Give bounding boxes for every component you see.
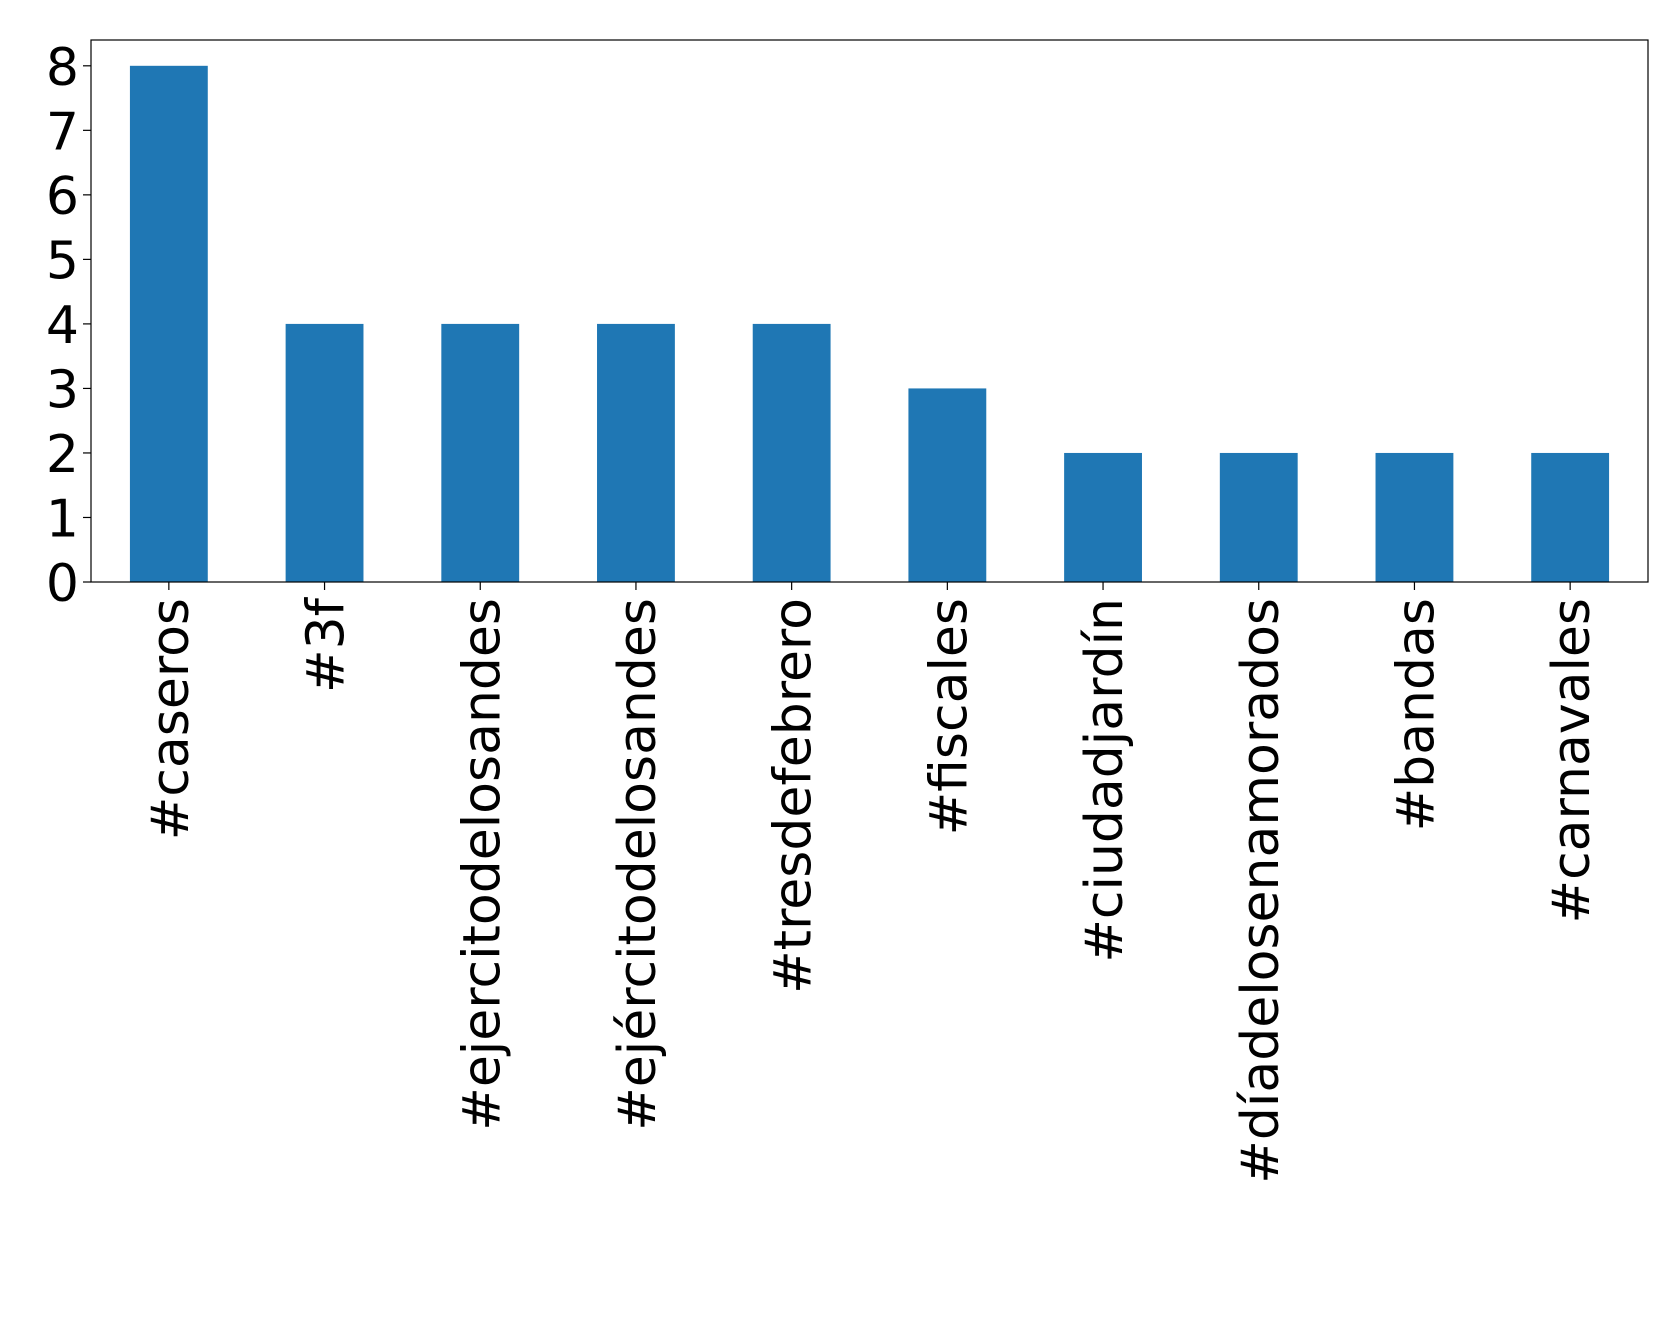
- y-tick-label: 5: [46, 231, 79, 291]
- x-tick-label: #caseros: [141, 598, 201, 840]
- bar: [1375, 452, 1454, 582]
- bar: [752, 323, 831, 582]
- y-tick-label: 6: [46, 167, 79, 227]
- y-tick-label: 3: [46, 360, 79, 420]
- x-tick-label: #fiscales: [919, 598, 979, 835]
- x-tick-label: #3f: [297, 596, 357, 693]
- y-tick-label: 7: [46, 102, 79, 162]
- y-tick-label: 0: [46, 554, 79, 614]
- x-tick-label: #ciudadjardín: [1075, 598, 1135, 963]
- y-tick-label: 8: [46, 38, 79, 98]
- bar: [285, 323, 364, 582]
- bar: [1064, 452, 1142, 582]
- x-tick-label: #ejercitodelosandes: [452, 598, 512, 1131]
- y-tick-label: 4: [46, 296, 79, 356]
- x-tick-label: #ejércitodelosandes: [608, 598, 668, 1131]
- x-tick-label: #bandas: [1386, 598, 1446, 831]
- x-tick-label: #díadelosenamorados: [1231, 598, 1291, 1184]
- bar: [597, 323, 675, 582]
- x-tick-label: #carnavales: [1542, 598, 1602, 923]
- bar: [1531, 452, 1610, 582]
- plot-frame: [90, 39, 1649, 583]
- bar: [129, 65, 208, 583]
- x-tick-label: #tresdefebrero: [764, 598, 824, 994]
- bar: [1219, 452, 1298, 582]
- y-tick-label: 1: [46, 489, 79, 549]
- bar: [908, 388, 987, 582]
- y-tick-label: 2: [46, 425, 79, 485]
- bar: [441, 323, 520, 582]
